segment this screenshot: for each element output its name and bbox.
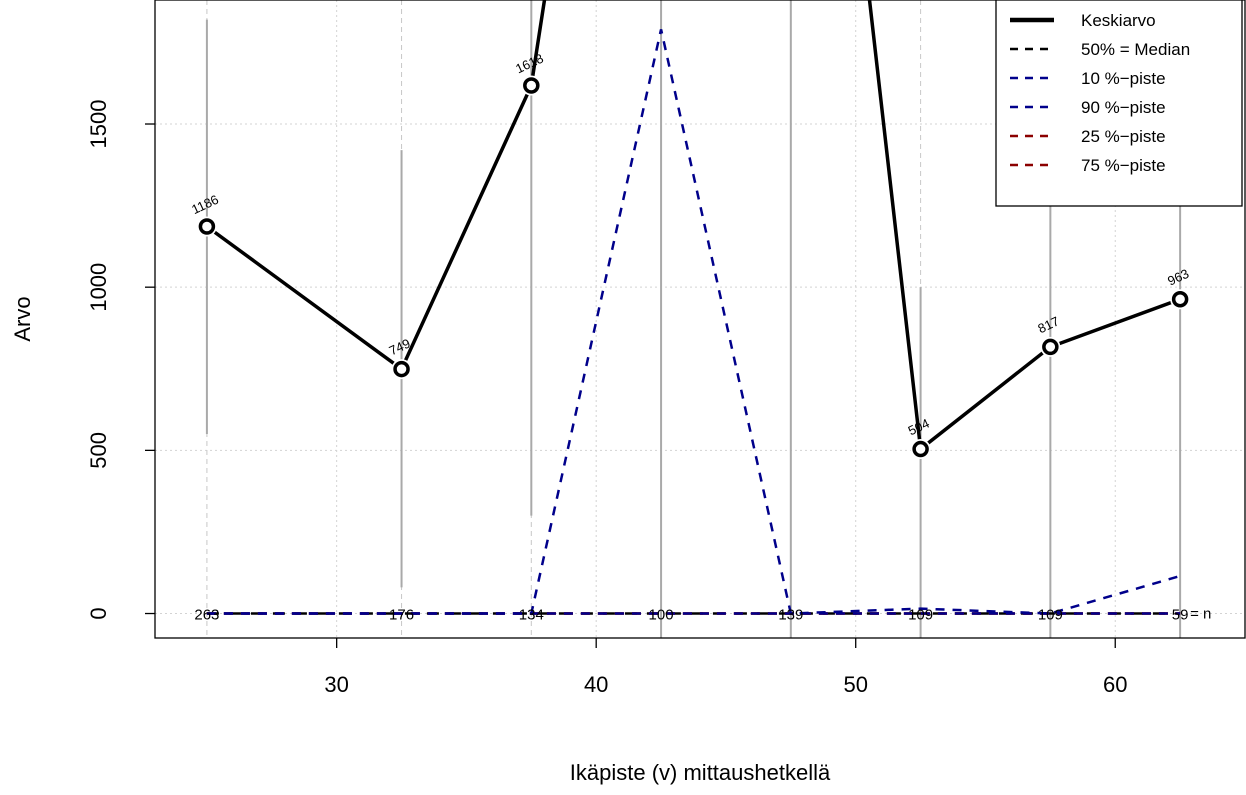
axes: 30 40 50 60 0 500 1000 1500	[86, 100, 1127, 697]
n-count-label: 109	[908, 607, 933, 624]
n-count-label: 176	[389, 607, 414, 624]
n-count-label: 263	[194, 607, 219, 624]
legend-label: 90 %−piste	[1081, 98, 1166, 117]
n-label: = n	[1190, 606, 1211, 623]
legend-label: Keskiarvo	[1081, 11, 1156, 30]
x-tick-label: 40	[584, 672, 608, 697]
n-count-label: 134	[519, 607, 544, 624]
plot-frame	[154, 0, 1246, 639]
mean-point	[393, 360, 410, 378]
mean-point	[1171, 291, 1189, 308]
n-count-label: 100	[649, 607, 674, 624]
series-line	[206, 29, 1181, 615]
mean-value-label: 1186	[189, 192, 221, 217]
x-tick-label: 60	[1103, 672, 1127, 697]
legend-label: 75 %−piste	[1081, 156, 1166, 175]
mean-point	[1042, 338, 1059, 356]
y-tick-label: 0	[86, 607, 111, 619]
legend-label: 25 %−piste	[1081, 127, 1166, 146]
series-line	[205, 0, 1181, 453]
legend-label: 50% = Median	[1081, 40, 1190, 59]
legend-box	[995, 0, 1243, 207]
n-count-label: 59	[1172, 607, 1189, 624]
y-tick-label: 1500	[86, 100, 111, 149]
mean-point	[523, 77, 540, 94]
legend: Keskiarvo 50% = Median 10 %−piste 90 %−pist…	[995, 0, 1243, 207]
n-count-label: 109	[1038, 607, 1063, 624]
legend-label: 10 %−piste	[1081, 69, 1166, 88]
y-tick-label: 500	[86, 432, 111, 469]
series-lines	[205, 0, 1181, 615]
mean-value-label: 817	[1035, 313, 1061, 336]
x-tick-label: 50	[843, 672, 867, 697]
x-tick-label: 30	[324, 672, 348, 697]
n-count-label: 139	[778, 607, 803, 624]
y-axis-label: Arvo	[10, 296, 35, 341]
x-axis-label: Ikäpiste (v) mittaushetkellä	[570, 760, 831, 785]
mean-point	[912, 440, 929, 458]
y-tick-label: 1000	[86, 263, 111, 312]
mean-value-label: 504	[906, 416, 932, 439]
mean-value-label: 1618	[513, 51, 546, 77]
mean-point	[198, 218, 216, 235]
mean-points	[196, 75, 1191, 460]
mean-value-label: 963	[1165, 266, 1191, 289]
